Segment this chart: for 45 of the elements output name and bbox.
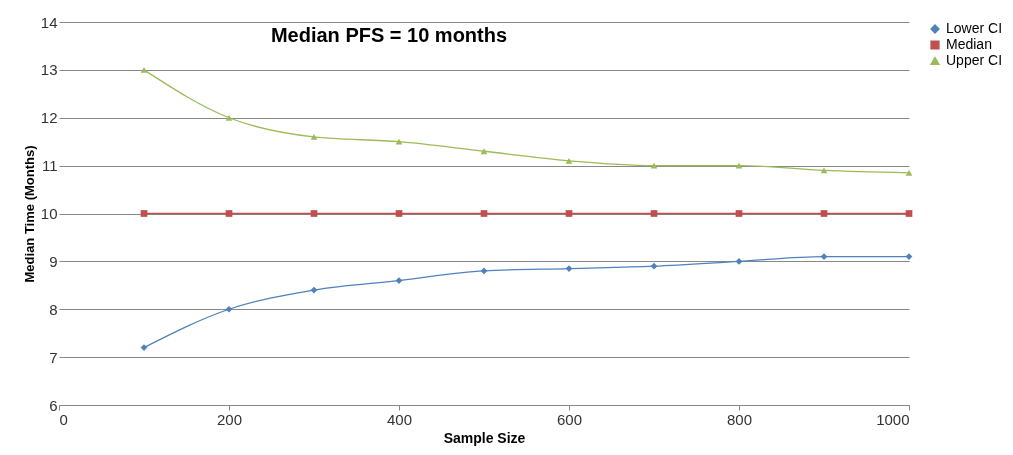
y-tick-label: 7 xyxy=(49,348,58,366)
point xyxy=(140,210,148,217)
point xyxy=(820,210,828,217)
point xyxy=(650,262,658,270)
y-tick-label: 12 xyxy=(40,109,58,127)
y-tick-label: 8 xyxy=(49,300,58,318)
point xyxy=(565,157,573,164)
y-tick-label: 6 xyxy=(49,396,58,414)
point xyxy=(905,169,913,176)
legend-label: Upper CI xyxy=(946,52,1003,68)
x-tick-label: 800 xyxy=(726,410,753,428)
y-tick-label: 9 xyxy=(49,252,58,270)
point xyxy=(905,210,913,217)
y-tick-label: 14 xyxy=(40,13,58,31)
x-tick-label: 1000 xyxy=(876,410,910,428)
point xyxy=(650,162,658,169)
point xyxy=(735,162,743,169)
point xyxy=(565,210,573,217)
legend-label: Lower CI xyxy=(946,20,1003,36)
y-tick-label: 13 xyxy=(40,61,58,79)
point xyxy=(395,210,403,217)
point xyxy=(225,305,233,313)
y-tick-label: 10 xyxy=(40,205,58,222)
point xyxy=(310,134,318,140)
point xyxy=(225,210,233,217)
point xyxy=(310,210,318,217)
x-axis-title: Sample Size xyxy=(443,429,526,446)
point xyxy=(310,286,318,294)
point xyxy=(820,167,828,174)
y-tick-label: 11 xyxy=(41,157,58,175)
x-tick-label: 200 xyxy=(216,410,243,428)
legend-label: Median xyxy=(946,36,992,52)
y-axis-title: Median Time (Months) xyxy=(21,145,37,283)
point xyxy=(735,210,743,217)
point xyxy=(480,267,488,275)
x-tick-label: 0 xyxy=(59,410,68,428)
x-tick-label: 600 xyxy=(556,410,583,428)
point xyxy=(225,114,233,121)
point xyxy=(650,210,658,217)
chart-title: Median PFS = 10 months xyxy=(270,24,508,46)
point xyxy=(140,66,148,73)
x-tick-label: 400 xyxy=(386,410,413,428)
point xyxy=(480,210,488,217)
point xyxy=(480,148,488,155)
point xyxy=(395,138,403,145)
